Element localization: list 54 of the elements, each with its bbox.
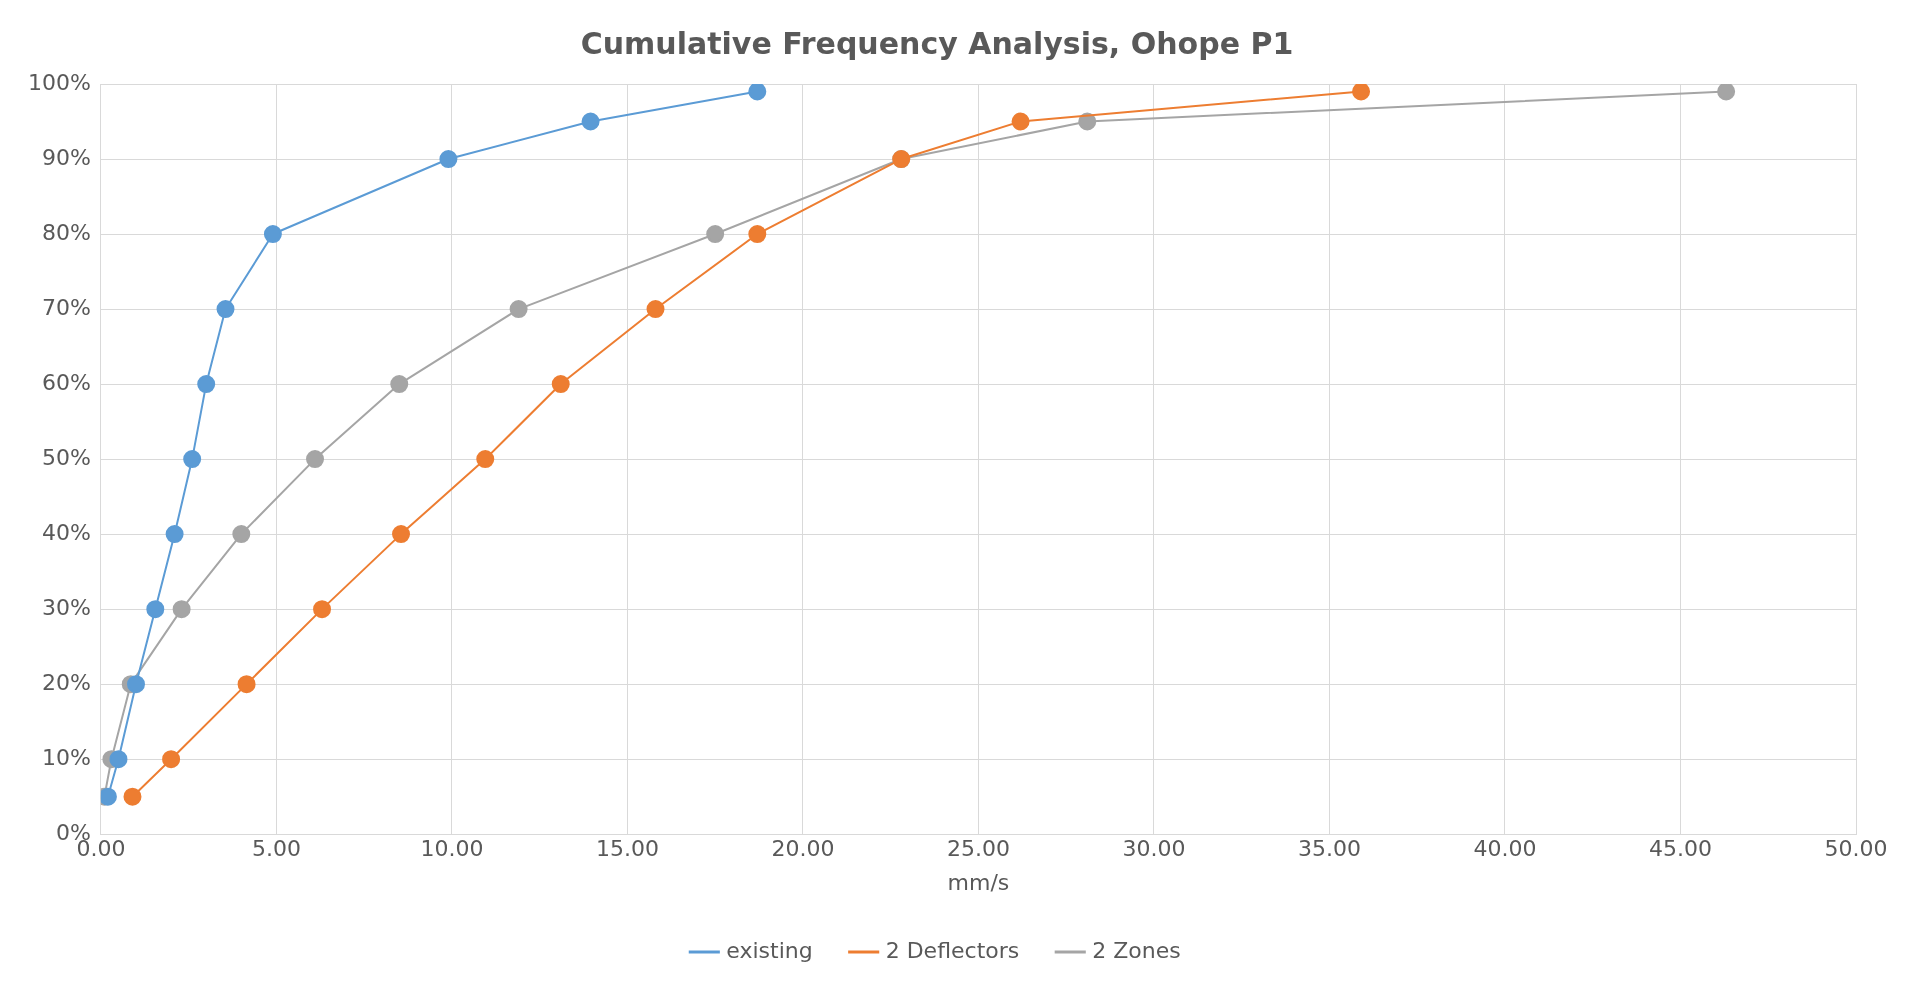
point bbox=[146, 600, 165, 619]
point bbox=[183, 450, 202, 469]
x-tick-label: 25.00 bbox=[946, 836, 1010, 862]
point bbox=[263, 225, 282, 244]
y-tick-label: 30% bbox=[41, 594, 91, 620]
x-tick-label: 30.00 bbox=[1122, 836, 1186, 862]
point bbox=[748, 225, 767, 244]
point bbox=[551, 375, 570, 394]
x-tick-label: 35.00 bbox=[1297, 836, 1361, 862]
point bbox=[127, 675, 145, 694]
point bbox=[706, 225, 725, 244]
point bbox=[1011, 112, 1030, 131]
y-tick-label: 20% bbox=[41, 669, 91, 695]
x-tick-label: 50.00 bbox=[1824, 836, 1888, 862]
y-tick-label: 40% bbox=[41, 519, 91, 545]
chart-title: Cumulative Frequency Analysis, Ohope P1 bbox=[580, 25, 1294, 61]
point bbox=[581, 112, 600, 131]
point bbox=[1352, 84, 1371, 101]
point bbox=[392, 525, 411, 544]
point bbox=[123, 787, 142, 806]
point bbox=[165, 525, 184, 544]
point bbox=[172, 600, 191, 619]
point bbox=[216, 300, 235, 319]
x-axis-title: mm/s bbox=[947, 869, 1010, 895]
x-tick-label: 20.00 bbox=[771, 836, 835, 862]
x-tick-label: 10.00 bbox=[420, 836, 484, 862]
point bbox=[237, 675, 256, 694]
legend-label: existing bbox=[726, 937, 813, 963]
point bbox=[306, 450, 325, 469]
y-tick-label: 50% bbox=[41, 444, 91, 470]
x-tick-label: 40.00 bbox=[1473, 836, 1537, 862]
legend-label: 2 Zones bbox=[1092, 937, 1181, 963]
x-tick-label: 15.00 bbox=[595, 836, 659, 862]
y-tick-label: 100% bbox=[27, 69, 91, 95]
point bbox=[109, 750, 128, 769]
point bbox=[439, 150, 458, 169]
y-tick-label: 60% bbox=[41, 369, 91, 395]
y-tick-label: 80% bbox=[41, 219, 91, 245]
x-tick-label: 5.00 bbox=[251, 836, 301, 862]
point bbox=[1717, 84, 1736, 101]
point bbox=[232, 525, 251, 544]
point bbox=[748, 84, 767, 101]
y-tick-label: 90% bbox=[41, 144, 91, 170]
point bbox=[162, 750, 181, 769]
point bbox=[646, 300, 665, 319]
x-tick-label: 45.00 bbox=[1649, 836, 1712, 862]
y-tick-label: 10% bbox=[41, 744, 91, 770]
point bbox=[197, 375, 216, 394]
y-tick-label: 70% bbox=[41, 294, 91, 320]
legend-label: 2 Deflectors bbox=[885, 937, 1020, 963]
point bbox=[476, 450, 495, 469]
point bbox=[313, 600, 332, 619]
point bbox=[509, 300, 528, 319]
point bbox=[390, 375, 409, 394]
